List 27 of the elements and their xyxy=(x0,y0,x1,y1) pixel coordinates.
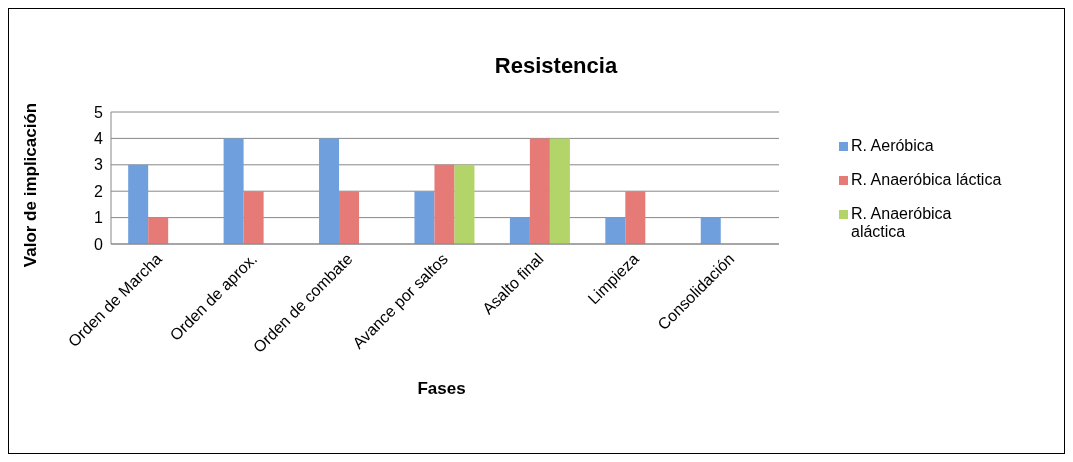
bar xyxy=(319,138,340,244)
bar xyxy=(529,138,550,244)
bar xyxy=(549,138,570,244)
bar xyxy=(414,191,435,244)
y-tick-label: 5 xyxy=(94,103,104,121)
y-tick-label: 4 xyxy=(94,130,104,148)
legend-label: R. Aeróbica xyxy=(851,137,934,155)
bar xyxy=(128,164,149,244)
bar xyxy=(148,217,169,244)
bar xyxy=(339,191,360,244)
bar xyxy=(434,164,455,244)
bar xyxy=(625,191,646,244)
y-tick-label: 1 xyxy=(94,209,104,227)
legend-label: R. Anaeróbica aláctica xyxy=(851,205,953,241)
bar xyxy=(509,217,530,244)
bar xyxy=(454,164,475,244)
chart-title: Resistencia xyxy=(493,53,619,79)
bar xyxy=(605,217,626,244)
legend-label: R. Anaeróbica láctica xyxy=(851,171,1002,189)
y-tick-label: 2 xyxy=(94,182,104,200)
bar xyxy=(223,138,244,244)
y-tick-label: 0 xyxy=(94,235,104,253)
y-tick-label: 3 xyxy=(94,156,104,174)
y-axis-title: Valor de implicación xyxy=(21,102,41,268)
bar xyxy=(700,217,721,244)
bar xyxy=(243,191,264,244)
x-axis-title: Fases xyxy=(416,379,467,399)
